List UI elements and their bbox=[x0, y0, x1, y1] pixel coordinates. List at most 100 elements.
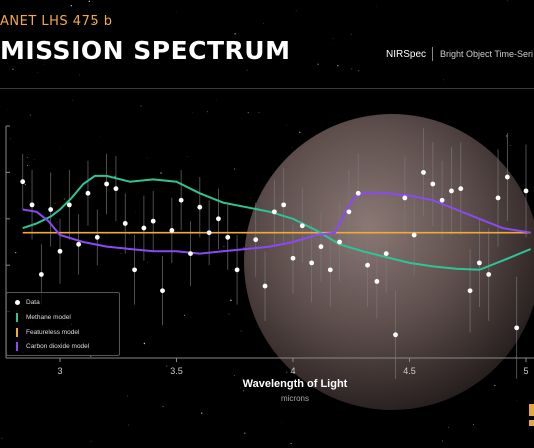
star bbox=[286, 124, 288, 126]
star bbox=[72, 99, 74, 101]
star bbox=[114, 175, 116, 177]
data-point bbox=[458, 186, 464, 192]
data-point bbox=[169, 228, 175, 233]
star bbox=[441, 440, 444, 442]
star bbox=[215, 99, 217, 101]
x-axis-label: Wavelength of Light bbox=[242, 378, 348, 390]
star bbox=[202, 39, 204, 42]
star bbox=[473, 424, 475, 426]
star bbox=[421, 60, 423, 62]
star bbox=[29, 114, 31, 116]
star bbox=[78, 74, 80, 76]
star bbox=[37, 72, 38, 73]
star bbox=[192, 111, 193, 113]
star bbox=[162, 406, 164, 408]
data-point bbox=[355, 190, 361, 196]
legend-label: Methane model bbox=[26, 313, 71, 321]
star bbox=[59, 146, 61, 148]
data-point bbox=[94, 234, 100, 240]
data-point bbox=[290, 255, 296, 261]
data-point bbox=[85, 190, 91, 196]
star bbox=[247, 111, 249, 114]
data-point bbox=[411, 232, 417, 238]
star bbox=[187, 156, 189, 158]
star bbox=[147, 262, 148, 263]
star bbox=[70, 5, 73, 7]
star bbox=[0, 217, 1, 219]
legend-item-data: Data bbox=[12, 295, 40, 309]
star bbox=[12, 68, 14, 70]
star bbox=[183, 314, 185, 316]
data-point bbox=[150, 218, 156, 224]
data-point bbox=[365, 262, 370, 268]
data-point bbox=[514, 325, 520, 331]
data-point bbox=[309, 260, 315, 266]
legend-item-methane: Methane model bbox=[12, 310, 71, 324]
star bbox=[290, 442, 292, 445]
star bbox=[291, 147, 293, 149]
star bbox=[24, 184, 27, 186]
star bbox=[228, 313, 230, 315]
legend-item-featureless: Featureless model bbox=[12, 325, 79, 339]
data-point bbox=[383, 251, 389, 256]
x-tick-label: 4.5 bbox=[403, 366, 416, 376]
star bbox=[358, 70, 360, 72]
star bbox=[299, 131, 301, 133]
header-separator bbox=[432, 47, 433, 61]
legend-line-symbol bbox=[16, 327, 18, 337]
star bbox=[9, 138, 11, 140]
star bbox=[516, 399, 518, 401]
star bbox=[43, 64, 44, 65]
star bbox=[240, 330, 242, 332]
star bbox=[54, 202, 56, 204]
data-point bbox=[299, 223, 305, 229]
star bbox=[244, 432, 246, 434]
x-tick-label: 4 bbox=[290, 366, 295, 376]
data-point bbox=[178, 197, 184, 203]
star bbox=[33, 158, 35, 160]
star bbox=[147, 157, 148, 159]
data-point bbox=[160, 288, 165, 294]
data-points bbox=[20, 170, 529, 338]
star bbox=[201, 412, 203, 414]
star bbox=[258, 111, 260, 113]
star bbox=[317, 63, 319, 65]
star bbox=[233, 375, 235, 377]
star bbox=[93, 21, 95, 24]
data-point bbox=[467, 288, 473, 294]
data-point bbox=[421, 170, 426, 175]
star bbox=[442, 79, 444, 81]
data-point bbox=[132, 267, 137, 273]
star bbox=[281, 422, 283, 423]
star bbox=[250, 197, 252, 198]
star bbox=[223, 245, 225, 248]
data-point bbox=[337, 239, 342, 245]
star bbox=[140, 105, 142, 107]
data-point bbox=[495, 195, 501, 201]
page-title: MISSION SPECTRUM bbox=[0, 36, 291, 65]
mode-label: Bright Object Time-Seri bbox=[440, 49, 534, 59]
data-point bbox=[29, 202, 35, 208]
legend-label: Data bbox=[26, 298, 40, 306]
star bbox=[129, 233, 131, 235]
data-point bbox=[393, 332, 398, 338]
legend-line-symbol bbox=[16, 312, 18, 322]
data-point bbox=[234, 267, 240, 273]
star bbox=[295, 10, 297, 12]
data-point bbox=[216, 216, 221, 222]
x-tick-label: 5 bbox=[523, 366, 528, 376]
star bbox=[286, 371, 288, 373]
star bbox=[90, 356, 92, 358]
data-point bbox=[486, 272, 492, 277]
data-point bbox=[477, 260, 482, 266]
data-point bbox=[197, 204, 203, 210]
data-point bbox=[122, 221, 128, 226]
planet-label: ANET LHS 475 b bbox=[0, 14, 113, 29]
data-point bbox=[262, 283, 268, 289]
star bbox=[234, 33, 236, 35]
data-point bbox=[57, 248, 63, 254]
legend: Data Methane model Featureless model Car… bbox=[6, 292, 120, 356]
data-point bbox=[327, 267, 333, 273]
star bbox=[126, 395, 128, 397]
